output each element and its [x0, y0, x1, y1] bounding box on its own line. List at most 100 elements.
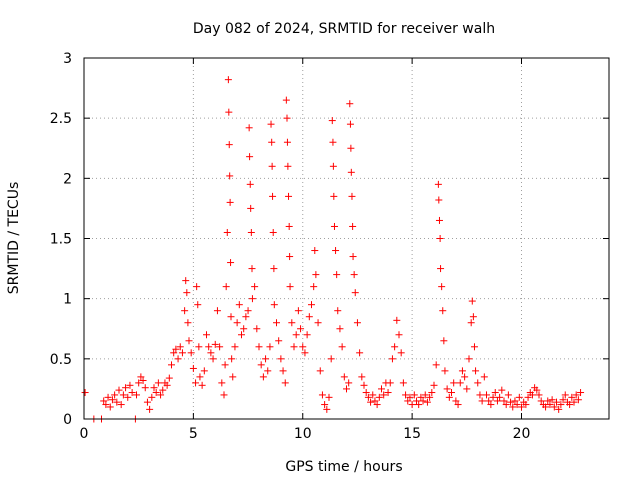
data-point	[316, 367, 324, 375]
data-point	[325, 393, 333, 401]
data-point	[318, 391, 326, 399]
data-point	[470, 343, 478, 351]
data-point	[135, 379, 143, 387]
data-point	[168, 361, 175, 369]
data-point	[493, 397, 501, 405]
data-point	[391, 343, 399, 351]
data-point	[198, 381, 206, 389]
data-point	[189, 364, 197, 372]
data-point	[561, 391, 569, 399]
data-point	[441, 367, 449, 375]
data-point	[299, 343, 307, 351]
data-point	[269, 192, 277, 200]
data-point	[404, 397, 412, 405]
data-point	[330, 192, 338, 200]
data-point	[106, 403, 114, 411]
data-point	[419, 397, 427, 405]
data-point	[413, 397, 420, 405]
data-point	[340, 373, 348, 381]
data-point	[184, 319, 192, 327]
data-point	[205, 343, 213, 351]
data-point	[157, 391, 165, 399]
data-point	[417, 393, 425, 401]
data-point	[321, 401, 329, 409]
data-point	[448, 389, 455, 397]
data-point	[546, 401, 554, 409]
data-point	[231, 343, 239, 351]
data-point	[245, 124, 253, 132]
data-point	[102, 401, 110, 409]
data-point	[196, 373, 204, 381]
data-point	[262, 355, 270, 363]
plot-frame	[83, 57, 610, 420]
data-point	[281, 379, 289, 387]
data-point	[483, 391, 490, 399]
data-point	[297, 325, 305, 333]
data-point	[456, 379, 464, 387]
data-point	[314, 319, 322, 327]
data-point	[275, 337, 283, 345]
data-point	[452, 397, 460, 405]
data-point	[111, 391, 119, 399]
data-point	[469, 313, 477, 321]
data-point	[388, 355, 396, 363]
data-point	[247, 204, 255, 212]
x-tick-label: 0	[80, 426, 89, 442]
data-point	[277, 355, 285, 363]
data-point	[528, 391, 536, 399]
data-point	[410, 391, 418, 399]
data-point	[266, 343, 274, 351]
data-point	[200, 367, 208, 375]
data-point	[223, 228, 231, 236]
y-tick-label: 0	[63, 412, 72, 428]
data-point	[310, 283, 318, 291]
data-point	[574, 396, 582, 404]
data-point	[183, 289, 191, 297]
data-point	[397, 349, 405, 357]
data-point	[163, 381, 171, 389]
data-point	[515, 393, 523, 401]
data-point	[362, 389, 370, 397]
data-point	[476, 391, 484, 399]
data-point	[288, 319, 296, 327]
data-point	[478, 397, 486, 405]
data-point	[426, 393, 434, 401]
data-point	[380, 391, 388, 399]
data-point	[454, 401, 462, 409]
data-point	[423, 398, 431, 406]
data-point	[224, 76, 232, 84]
data-point	[437, 265, 445, 273]
data-point	[141, 384, 149, 392]
data-point	[225, 141, 233, 149]
data-point	[399, 379, 407, 387]
data-point	[187, 349, 195, 357]
data-point	[246, 153, 254, 161]
data-point	[305, 313, 313, 321]
x-tick-label: 5	[189, 426, 198, 442]
data-point	[408, 401, 416, 409]
data-point	[221, 361, 229, 369]
data-point	[255, 343, 263, 351]
data-point	[343, 385, 350, 393]
data-point	[126, 381, 134, 389]
data-point	[146, 405, 154, 413]
data-point	[504, 391, 512, 399]
data-point	[542, 403, 550, 411]
data-point	[207, 349, 215, 357]
data-point	[242, 313, 250, 321]
data-point	[349, 253, 357, 261]
data-point	[570, 398, 578, 406]
data-point	[193, 283, 201, 291]
data-point	[220, 391, 228, 399]
data-point	[152, 389, 160, 397]
data-point	[284, 162, 292, 170]
data-point	[229, 373, 237, 381]
data-point	[353, 319, 361, 327]
data-point	[226, 198, 234, 206]
data-point	[226, 172, 234, 180]
data-point	[509, 403, 517, 411]
y-tick-label: 1.5	[50, 232, 72, 248]
data-point	[100, 397, 108, 405]
x-tick-label: 10	[294, 426, 312, 442]
data-point	[233, 319, 241, 327]
